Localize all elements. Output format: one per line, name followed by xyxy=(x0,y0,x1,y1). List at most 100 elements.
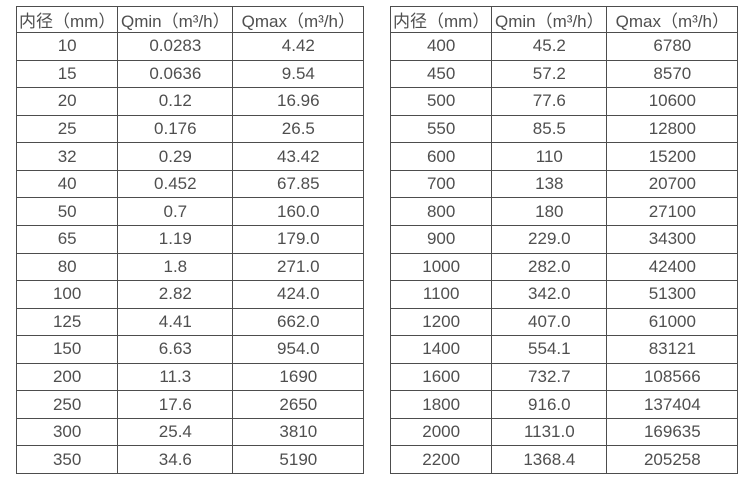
cell-qmin: 0.29 xyxy=(117,142,234,171)
cell-qmin: 1.19 xyxy=(117,224,234,254)
table-row: 10 0.0283 4.42 xyxy=(15,32,365,61)
table-row: 15 0.0636 9.54 xyxy=(15,59,365,89)
table-header-row: 内径（mm） Qmin（m³/h） Qmax（m³/h） xyxy=(15,6,365,33)
cell-qmin: 282.0 xyxy=(491,252,608,282)
cell-diameter: 1100 xyxy=(389,280,493,309)
header-diameter: 内径（mm） xyxy=(15,6,119,33)
cell-qmin: 180 xyxy=(491,197,608,226)
cell-qmin: 1131.0 xyxy=(491,417,608,447)
cell-qmin: 6.63 xyxy=(117,335,234,364)
cell-qmin: 11.3 xyxy=(117,362,234,392)
cell-qmax: 424.0 xyxy=(232,280,365,309)
cell-qmin: 77.6 xyxy=(491,87,608,116)
table-row: 1200 407.0 61000 xyxy=(389,307,739,337)
cell-diameter: 150 xyxy=(15,335,119,364)
cell-diameter: 700 xyxy=(389,169,493,199)
cell-diameter: 350 xyxy=(15,445,119,474)
cell-qmin: 342.0 xyxy=(491,280,608,309)
table-row: 32 0.29 43.42 xyxy=(15,142,365,171)
cell-diameter: 1800 xyxy=(389,390,493,419)
cell-qmax: 12800 xyxy=(606,114,739,144)
table-row: 65 1.19 179.0 xyxy=(15,224,365,254)
table-header-row: 内径（mm） Qmin（m³/h） Qmax（m³/h） xyxy=(15,6,365,33)
cell-qmax: 26.5 xyxy=(232,114,365,144)
cell-qmax: 27100 xyxy=(606,197,739,226)
table-body: 400 45.2 6780 450 57.2 8570 500 77.6 10600 550 85.… xyxy=(389,32,739,474)
cell-diameter: 80 xyxy=(15,252,119,282)
cell-qmin: 57.2 xyxy=(491,59,608,89)
cell-qmax: 137404 xyxy=(606,390,739,419)
cell-qmax: 16.96 xyxy=(232,87,365,116)
cell-qmax: 51300 xyxy=(606,280,739,309)
cell-qmin: 916.0 xyxy=(491,390,608,419)
table-row: 2000 1131.0 169635 xyxy=(389,417,739,447)
table-row: 700 138 20700 xyxy=(389,169,739,199)
table-row: 1600 732.7 108566 xyxy=(389,362,739,392)
cell-diameter: 125 xyxy=(15,307,119,337)
cell-qmax: 43.42 xyxy=(232,142,365,171)
table-row: 50 0.7 160.0 xyxy=(15,197,365,226)
table-row: 500 77.6 10600 xyxy=(389,87,739,116)
cell-qmin: 0.12 xyxy=(117,87,234,116)
cell-diameter: 1000 xyxy=(389,252,493,282)
table-body: 10 0.0283 4.42 15 0.0636 9.54 20 0.12 16.96 25 0.1… xyxy=(15,32,365,474)
cell-qmax: 67.85 xyxy=(232,169,365,199)
flow-table-large-diameters: 内径（mm） Qmin（m³/h） Qmax（m³/h） 400 45.2 6780 45… xyxy=(389,6,739,474)
cell-qmin: 17.6 xyxy=(117,390,234,419)
cell-qmin: 2.82 xyxy=(117,280,234,309)
cell-qmax: 6780 xyxy=(606,32,739,61)
cell-diameter: 600 xyxy=(389,142,493,171)
cell-qmax: 169635 xyxy=(606,417,739,447)
table-row: 125 4.41 662.0 xyxy=(15,307,365,337)
table-row: 25 0.176 26.5 xyxy=(15,114,365,144)
table-row: 80 1.8 271.0 xyxy=(15,252,365,282)
cell-diameter: 1600 xyxy=(389,362,493,392)
cell-diameter: 250 xyxy=(15,390,119,419)
cell-diameter: 20 xyxy=(15,87,119,116)
cell-qmax: 954.0 xyxy=(232,335,365,364)
cell-qmin: 4.41 xyxy=(117,307,234,337)
cell-qmax: 662.0 xyxy=(232,307,365,337)
cell-qmax: 20700 xyxy=(606,169,739,199)
cell-qmax: 3810 xyxy=(232,417,365,447)
table-header-row: 内径（mm） Qmin（m³/h） Qmax（m³/h） xyxy=(389,6,739,33)
cell-qmax: 61000 xyxy=(606,307,739,337)
cell-qmax: 15200 xyxy=(606,142,739,171)
table-row: 40 0.452 67.85 xyxy=(15,169,365,199)
table-row: 20 0.12 16.96 xyxy=(15,87,365,116)
cell-qmin: 0.176 xyxy=(117,114,234,144)
cell-diameter: 15 xyxy=(15,59,119,89)
cell-diameter: 2000 xyxy=(389,417,493,447)
cell-diameter: 2200 xyxy=(389,445,493,474)
cell-qmin: 1368.4 xyxy=(491,445,608,474)
header-qmax: Qmax（m³/h） xyxy=(606,6,739,33)
table-row: 1000 282.0 42400 xyxy=(389,252,739,282)
cell-diameter: 100 xyxy=(15,280,119,309)
cell-qmax: 42400 xyxy=(606,252,739,282)
cell-diameter: 40 xyxy=(15,169,119,199)
table-row: 550 85.5 12800 xyxy=(389,114,739,144)
cell-qmax: 1690 xyxy=(232,362,365,392)
table-row: 1400 554.1 83121 xyxy=(389,335,739,364)
table-row: 100 2.82 424.0 xyxy=(15,280,365,309)
cell-qmin: 407.0 xyxy=(491,307,608,337)
cell-qmax: 8570 xyxy=(606,59,739,89)
cell-diameter: 400 xyxy=(389,32,493,61)
table-row: 250 17.6 2650 xyxy=(15,390,365,419)
cell-qmin: 554.1 xyxy=(491,335,608,364)
header-diameter: 内径（mm） xyxy=(389,6,493,33)
header-qmin: Qmin（m³/h） xyxy=(491,6,608,33)
cell-diameter: 1200 xyxy=(389,307,493,337)
table-header-row: 内径（mm） Qmin（m³/h） Qmax（m³/h） xyxy=(389,6,739,33)
table-row: 350 34.6 5190 xyxy=(15,445,365,474)
cell-qmin: 0.0283 xyxy=(117,32,234,61)
cell-qmin: 0.452 xyxy=(117,169,234,199)
cell-qmax: 179.0 xyxy=(232,224,365,254)
cell-qmin: 1.8 xyxy=(117,252,234,282)
header-qmax: Qmax（m³/h） xyxy=(232,6,365,33)
cell-qmax: 5190 xyxy=(232,445,365,474)
header-qmin: Qmin（m³/h） xyxy=(117,6,234,33)
cell-qmin: 34.6 xyxy=(117,445,234,474)
cell-diameter: 300 xyxy=(15,417,119,447)
